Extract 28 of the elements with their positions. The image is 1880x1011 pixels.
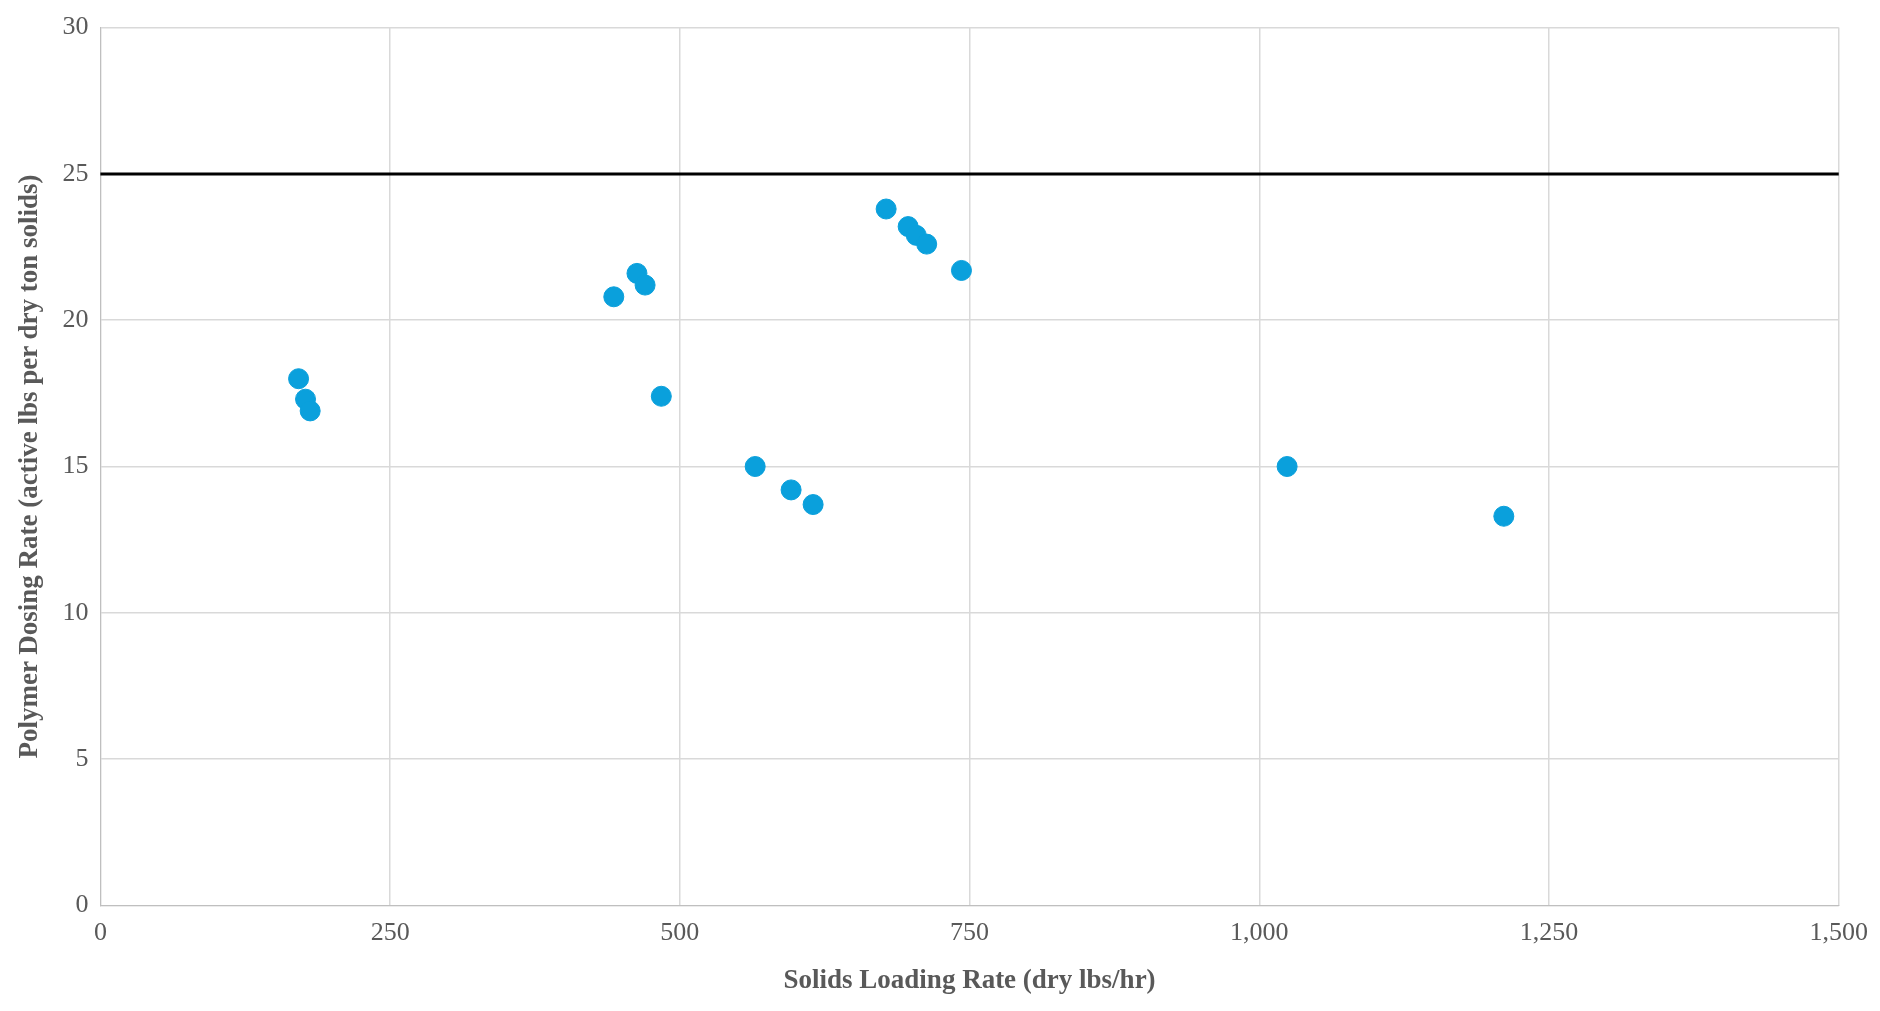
point (288, 368, 310, 390)
y-tick-label: 30 (62, 11, 89, 41)
x-tick-label: 750 (950, 916, 990, 946)
x-tick-label: 1,000 (1230, 916, 1289, 946)
y-tick-label: 15 (62, 450, 89, 480)
point (744, 456, 766, 477)
y-tick-label: 25 (62, 157, 89, 187)
x-tick-label: 500 (660, 916, 700, 946)
point (299, 400, 321, 422)
point (780, 479, 802, 501)
point (1276, 456, 1298, 477)
point (916, 233, 938, 255)
x-tick-label: 1,500 (1809, 916, 1868, 946)
x-axis-title: Solids Loading Rate (dry lbs/hr) (783, 963, 1156, 994)
y-tick-label: 20 (62, 304, 89, 334)
x-tick-label: 250 (370, 916, 410, 946)
point (875, 198, 897, 220)
point (603, 286, 625, 308)
point (802, 494, 824, 516)
y-tick-label: 10 (62, 596, 89, 626)
y-tick-label: 5 (75, 742, 89, 772)
point (1493, 505, 1515, 527)
y-tick-label: 0 (75, 889, 89, 919)
y-axis-title: Polymer Dosing Rate (active lbs per dry ton solids) (13, 174, 44, 759)
x-tick-label: 1,250 (1519, 916, 1579, 946)
point (950, 259, 972, 281)
point (634, 274, 656, 296)
point (650, 385, 672, 407)
